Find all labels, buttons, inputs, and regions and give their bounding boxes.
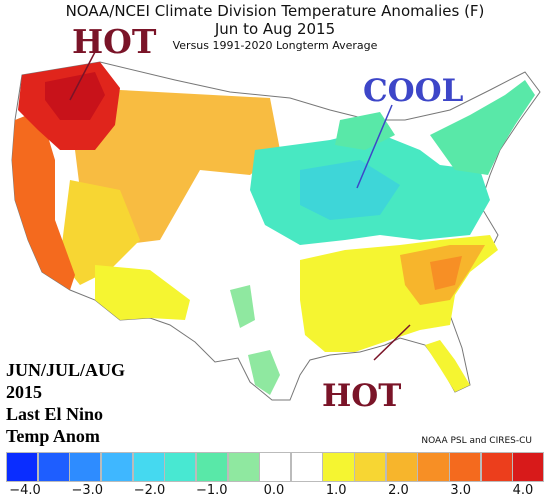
- colorbar-bin: [290, 452, 323, 482]
- hot-northwest-label: HOT: [72, 22, 157, 61]
- map-title: NOAA/NCEI Climate Division Temperature A…: [65, 2, 485, 20]
- hot-northwest-arrow: [69, 51, 96, 101]
- colorbar-bin: [6, 452, 39, 482]
- colorbar-bin: [385, 452, 418, 482]
- colorbar-bin: [100, 452, 134, 482]
- colorbar-tick-label: −4.0: [9, 483, 41, 498]
- caption-year: 2015: [6, 382, 42, 402]
- colorbar-tick-label: 1.0: [325, 483, 347, 498]
- colorbar-bin: [132, 452, 165, 482]
- map-baseline: Versus 1991-2020 Longterm Average: [172, 39, 378, 52]
- colorbar-tick-label: 3.0: [450, 483, 472, 498]
- colorbar-bin: [480, 452, 513, 482]
- region-carolinas-core: [430, 256, 462, 290]
- cool-midwest-label: COOL: [363, 73, 464, 109]
- region-great-basin: [60, 180, 140, 285]
- colorbar-bin: [227, 452, 260, 482]
- region-west-coast: [12, 110, 75, 290]
- region-texas-coast: [248, 350, 280, 395]
- colorbar-tick-label: 4.0: [512, 483, 534, 498]
- caption-variable: Temp Anom: [6, 426, 100, 446]
- hot-southeast-arrow: [373, 324, 411, 361]
- colorbar-bin: [69, 452, 102, 482]
- region-northeast: [430, 80, 535, 175]
- us-anomaly-map: [11, 51, 541, 401]
- colorbar-bin: [195, 452, 229, 482]
- cool-midwest-arrow: [356, 104, 393, 189]
- caption-months: JUN/JUL/AUG: [6, 360, 126, 380]
- region-southwest: [95, 265, 190, 320]
- colorbar-tick-label: −2.0: [133, 483, 166, 498]
- anomaly-colorbar: [6, 452, 545, 482]
- colorbar-tick-labels: −4.0 −3.0 −2.0 −1.0 0.0 1.0 2.0 3.0 4.0: [0, 483, 550, 499]
- colorbar-bin: [164, 452, 197, 482]
- colorbar-tick-label: 0.0: [263, 483, 285, 498]
- hot-southeast-label: HOT: [322, 378, 402, 414]
- region-florida: [425, 340, 470, 392]
- colorbar-bin: [37, 452, 70, 482]
- colorbar-bin: [322, 452, 355, 482]
- colorbar-bin: [259, 452, 292, 482]
- region-colorado-pocket: [230, 285, 255, 328]
- region-great-lakes: [335, 112, 395, 150]
- data-credit: NOAA PSL and CIRES-CU: [421, 436, 532, 446]
- region-midwest-core: [300, 160, 400, 220]
- colorbar-bin: [354, 452, 387, 482]
- caption-event: Last El Nino: [6, 404, 104, 424]
- colorbar-tick-label: −3.0: [71, 483, 104, 498]
- map-period: Jun to Aug 2015: [214, 20, 336, 38]
- map-caption: JUN/JUL/AUG 2015 Last El Nino Temp Anom: [6, 359, 125, 447]
- colorbar-bin: [417, 452, 450, 482]
- colorbar-bin: [449, 452, 482, 482]
- colorbar-tick-label: 2.0: [388, 483, 409, 498]
- colorbar-tick-label: −1.0: [195, 483, 228, 498]
- colorbar-bin: [512, 452, 545, 482]
- region-northwest-core: [45, 72, 105, 120]
